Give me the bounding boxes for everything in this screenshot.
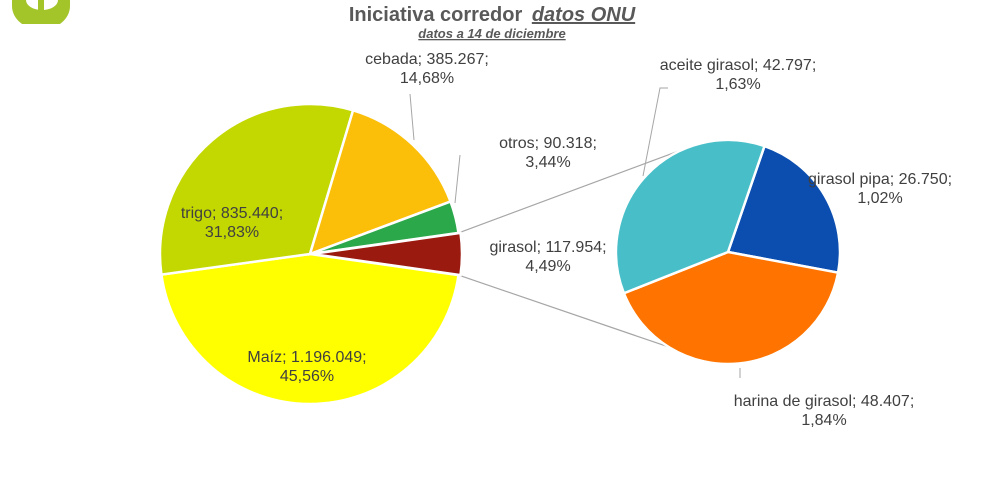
pie-connector-lines <box>458 148 685 348</box>
secondary-label-harina-de-girasol: harina de girasol; 48.407; 1,84% <box>734 393 915 429</box>
secondary-label-girasol-pipa: girasol pipa; 26.750; 1,02% <box>808 171 952 207</box>
label-leader-lines <box>409 87 741 378</box>
leader-line-1 <box>409 93 415 141</box>
main-pie-slice-girasol <box>311 231 464 277</box>
main-pie <box>158 102 464 406</box>
leader-line-4 <box>642 87 668 177</box>
secondary-pie-slice-girasol-pipa <box>726 144 842 275</box>
main-pie-slice-trigo <box>158 102 355 276</box>
main-label-otros: otros; 90.318; 3,44% <box>499 135 597 171</box>
chart-title-emphasis: datos ONU <box>532 4 636 26</box>
main-pie-slice-cebada <box>308 108 453 257</box>
secondary-label-aceite-girasol: aceite girasol; 42.797; 1,63% <box>660 57 817 93</box>
secondary-pie-slice-aceite-girasol <box>614 138 767 295</box>
connector-line-top <box>458 148 685 234</box>
secondary-pie <box>614 138 842 366</box>
leader-line-2 <box>454 154 461 204</box>
brand-logo-icon <box>12 0 70 24</box>
main-label-cebada: cebada; 385.267; 14,68% <box>365 51 489 87</box>
chart-subtitle: datos a 14 de diciembre <box>418 26 565 41</box>
chart-title: Iniciativa corredor datos ONU <box>349 4 636 26</box>
logo-stem <box>38 0 44 12</box>
main-label-maiz: Maíz; 1.196.049; 45,56% <box>247 349 366 385</box>
data-labels: Maíz; 1.196.049; 45,56% trigo; 835.440; 31,… <box>181 51 952 429</box>
main-pie-slice-maiz <box>160 252 460 406</box>
chart-title-text: Iniciativa corredor <box>349 4 523 26</box>
secondary-pie-slice-harina-de-girasol <box>622 250 840 366</box>
main-label-girasol: girasol; 117.954; 4,49% <box>489 239 606 275</box>
main-label-trigo: trigo; 835.440; 31,83% <box>181 205 283 241</box>
connector-line-bottom <box>458 274 669 348</box>
